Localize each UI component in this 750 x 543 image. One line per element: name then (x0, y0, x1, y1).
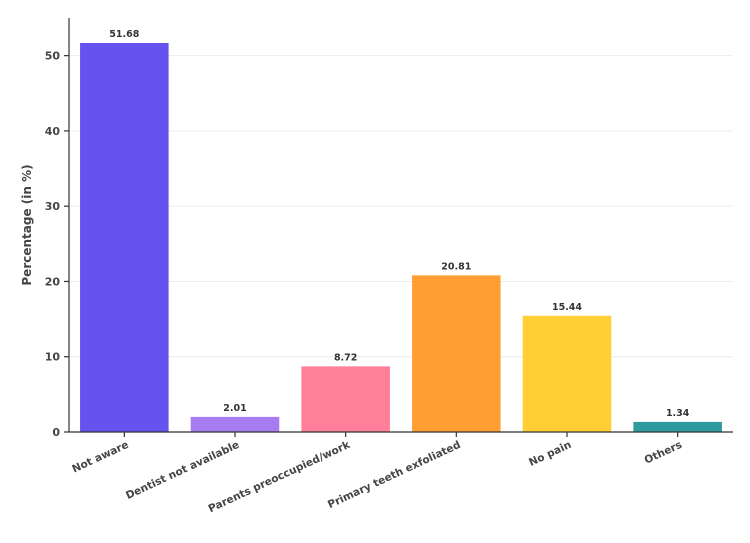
bar-data-label: 8.72 (334, 352, 357, 363)
gridlines (69, 55, 733, 358)
bar (522, 315, 612, 432)
y-axis: 0 10 20 30 40 50 (45, 18, 70, 439)
y-tick-label: 30 (45, 200, 61, 213)
x-tick-label: Not aware (70, 439, 130, 476)
bar (633, 421, 722, 432)
bar (80, 42, 169, 433)
y-tick-label: 0 (52, 426, 60, 439)
y-tick-label: 10 (45, 351, 61, 364)
bar-data-label: 20.81 (441, 261, 471, 272)
bar (412, 275, 501, 432)
data-labels: 51.68 2.01 8.72 20.81 15.44 1.34 (109, 29, 689, 419)
bar (190, 416, 280, 432)
x-tick-label: No pain (527, 439, 573, 469)
y-tick-label: 20 (45, 275, 61, 288)
bar-data-label: 1.34 (666, 408, 690, 419)
bars (80, 42, 722, 433)
y-tick-label: 50 (45, 50, 61, 63)
y-axis-title: Percentage (in %) (20, 164, 34, 285)
bar-data-label: 51.68 (109, 29, 139, 40)
bar-data-label: 2.01 (223, 403, 246, 414)
y-tick-label: 40 (45, 125, 61, 138)
bar (301, 366, 390, 432)
bar-data-label: 15.44 (552, 302, 582, 313)
x-tick-label: Dentist not available (124, 439, 241, 502)
x-tick-label: Others (643, 439, 684, 467)
